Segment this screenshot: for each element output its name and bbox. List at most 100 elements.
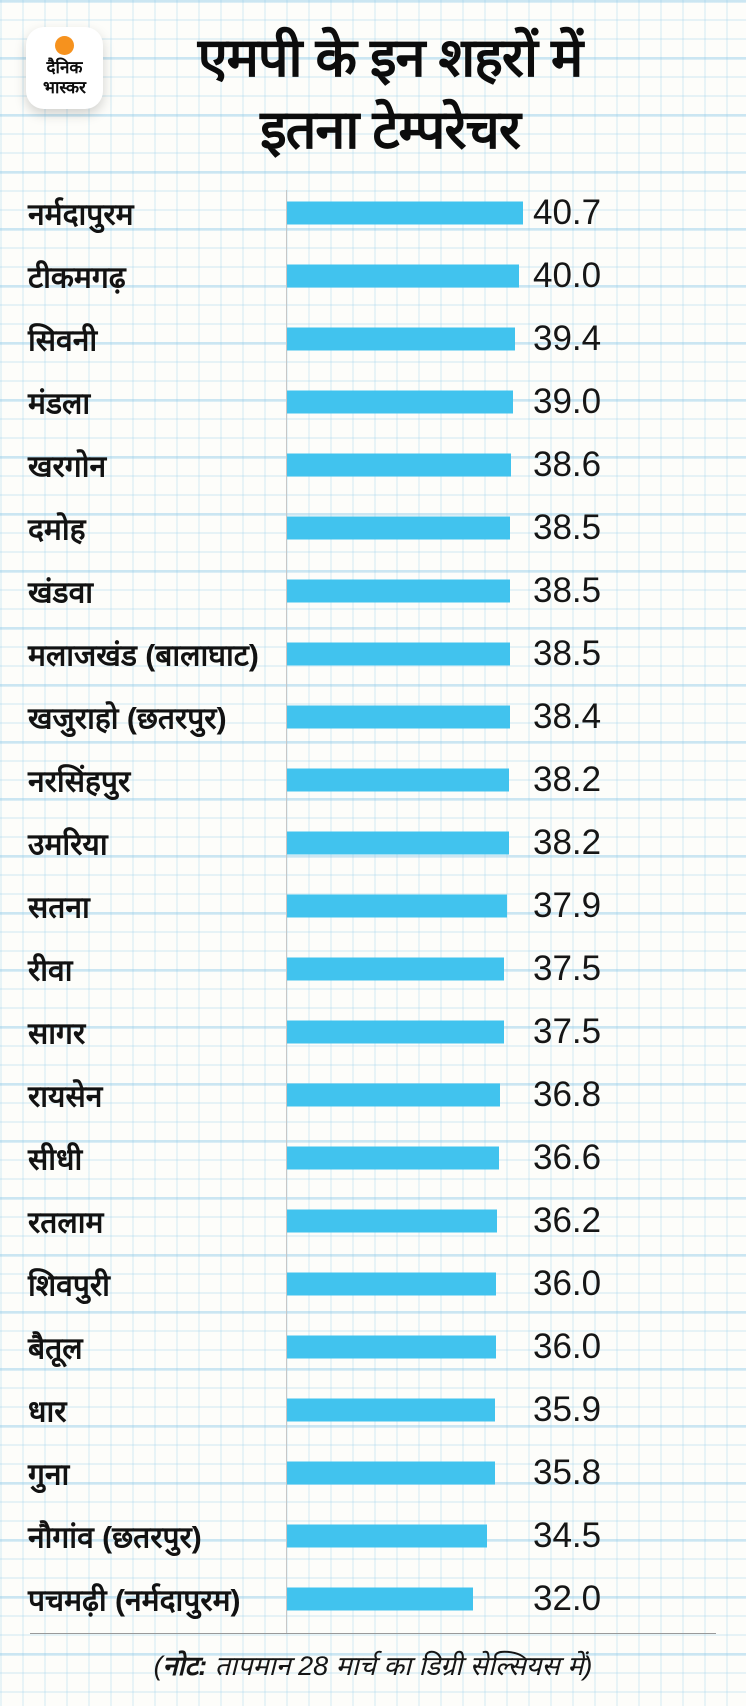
value-label: 38.2	[533, 822, 602, 862]
city-label: नौगांव (छतरपुर)	[28, 1521, 202, 1554]
chart-row: उमरिया 38.2	[0, 811, 746, 874]
page-title-line2: इतना टेम्परेचर	[260, 100, 521, 160]
city-label: खरगोन	[28, 450, 107, 483]
city-label: पचमढ़ी (नर्मदापुरम)	[28, 1584, 241, 1617]
page-title: एमपी के इन शहरों में इतना टेम्परेचर	[92, 22, 688, 166]
chart-rows: नर्मदापुरम 40.7 टीकमगढ़ 40.0 सिवनी 39.4 …	[0, 181, 746, 1630]
city-label: टीकमगढ़	[28, 261, 126, 294]
footer-note: (नोट: तापमान 28 मार्च का डिग्री सेल्सियस…	[0, 1646, 746, 1683]
chart-row: रायसेन 36.8	[0, 1063, 746, 1126]
value-label: 38.5	[533, 633, 602, 673]
logo-text-line2: भास्कर	[43, 78, 86, 97]
footer-note-open: (	[153, 1651, 163, 1681]
city-label: शिवपुरी	[28, 1269, 110, 1302]
city-label: सागर	[28, 1017, 86, 1050]
footer-divider	[30, 1633, 716, 1634]
city-label: रायसेन	[28, 1080, 103, 1113]
vertical-axis-line	[286, 190, 287, 1633]
chart-row: शिवपुरी 36.0	[0, 1252, 746, 1315]
value-label: 36.2	[533, 1200, 602, 1240]
value-label: 39.0	[533, 381, 602, 421]
city-label: खजुराहो (छतरपुर)	[28, 702, 227, 735]
city-label: रीवा	[28, 954, 73, 987]
chart-row: सीधी 36.6	[0, 1126, 746, 1189]
temperature-bar	[287, 1020, 504, 1043]
city-label: नर्मदापुरम	[28, 198, 134, 231]
temperature-bar	[287, 453, 511, 476]
temperature-bar	[287, 327, 515, 350]
temperature-bar	[287, 390, 513, 413]
chart-row: रीवा 37.5	[0, 937, 746, 1000]
city-label: दमोह	[28, 513, 86, 546]
city-label: गुना	[28, 1458, 70, 1491]
value-label: 38.5	[533, 507, 602, 547]
chart-row: टीकमगढ़ 40.0	[0, 244, 746, 307]
temperature-bar	[287, 1524, 487, 1547]
temperature-bar	[287, 1146, 499, 1169]
temperature-bar	[287, 1587, 473, 1610]
value-label: 40.0	[533, 255, 602, 295]
value-label: 38.2	[533, 759, 602, 799]
chart-row: मलाजखंड (बालाघाट) 38.5	[0, 622, 746, 685]
value-label: 35.8	[533, 1452, 602, 1492]
chart-row: खरगोन 38.6	[0, 433, 746, 496]
chart-row: नरसिंहपुर 38.2	[0, 748, 746, 811]
temperature-bar	[287, 1335, 496, 1358]
temperature-bar	[287, 1398, 495, 1421]
chart-row: खजुराहो (छतरपुर) 38.4	[0, 685, 746, 748]
city-label: सतना	[28, 891, 90, 924]
chart-row: पचमढ़ी (नर्मदापुरम) 32.0	[0, 1567, 746, 1630]
value-label: 38.4	[533, 696, 602, 736]
chart-row: सिवनी 39.4	[0, 307, 746, 370]
footer-note-body: तापमान 28 मार्च का डिग्री सेल्सियस में)	[207, 1651, 593, 1681]
value-label: 37.5	[533, 948, 602, 988]
chart-row: खंडवा 38.5	[0, 559, 746, 622]
city-label: खंडवा	[28, 576, 94, 609]
temperature-bar	[287, 1461, 495, 1484]
chart-row: नर्मदापुरम 40.7	[0, 181, 746, 244]
temperature-bar	[287, 1209, 497, 1232]
city-label: सीधी	[28, 1143, 83, 1176]
city-label: मलाजखंड (बालाघाट)	[28, 639, 259, 672]
logo-text-line1: दैनिक	[46, 58, 83, 77]
chart-row: दमोह 38.5	[0, 496, 746, 559]
value-label: 34.5	[533, 1515, 602, 1555]
chart-row: मंडला 39.0	[0, 370, 746, 433]
temperature-bar	[287, 642, 510, 665]
temperature-bar	[287, 957, 504, 980]
chart-row: सागर 37.5	[0, 1000, 746, 1063]
temperature-bar	[287, 516, 510, 539]
temperature-bar	[287, 831, 509, 854]
value-label: 38.6	[533, 444, 602, 484]
temperature-bar	[287, 264, 519, 287]
value-label: 39.4	[533, 318, 602, 358]
value-label: 37.9	[533, 885, 602, 925]
city-label: मंडला	[28, 387, 91, 420]
chart-row: सतना 37.9	[0, 874, 746, 937]
value-label: 32.0	[533, 1578, 602, 1618]
value-label: 36.0	[533, 1326, 602, 1366]
chart-row: धार 35.9	[0, 1378, 746, 1441]
page-title-line1: एमपी के इन शहरों में	[197, 28, 584, 88]
chart-row: बैतूल 36.0	[0, 1315, 746, 1378]
temperature-bar	[287, 705, 510, 728]
city-label: नरसिंहपुर	[28, 765, 131, 798]
dainik-bhaskar-logo: दैनिक भास्कर	[26, 27, 103, 109]
city-label: रतलाम	[28, 1206, 104, 1239]
temperature-bar	[287, 1083, 500, 1106]
temperature-bar	[287, 579, 510, 602]
city-label: बैतूल	[28, 1332, 83, 1365]
sun-icon	[55, 36, 74, 55]
city-label: सिवनी	[28, 324, 98, 357]
value-label: 40.7	[533, 192, 602, 232]
chart-row: रतलाम 36.2	[0, 1189, 746, 1252]
value-label: 37.5	[533, 1011, 602, 1051]
footer-note-label: नोट:	[162, 1651, 208, 1681]
value-label: 38.5	[533, 570, 602, 610]
value-label: 36.8	[533, 1074, 602, 1114]
city-label: धार	[28, 1395, 67, 1428]
temperature-bar	[287, 768, 509, 791]
value-label: 36.0	[533, 1263, 602, 1303]
city-label: उमरिया	[28, 828, 108, 861]
value-label: 36.6	[533, 1137, 602, 1177]
